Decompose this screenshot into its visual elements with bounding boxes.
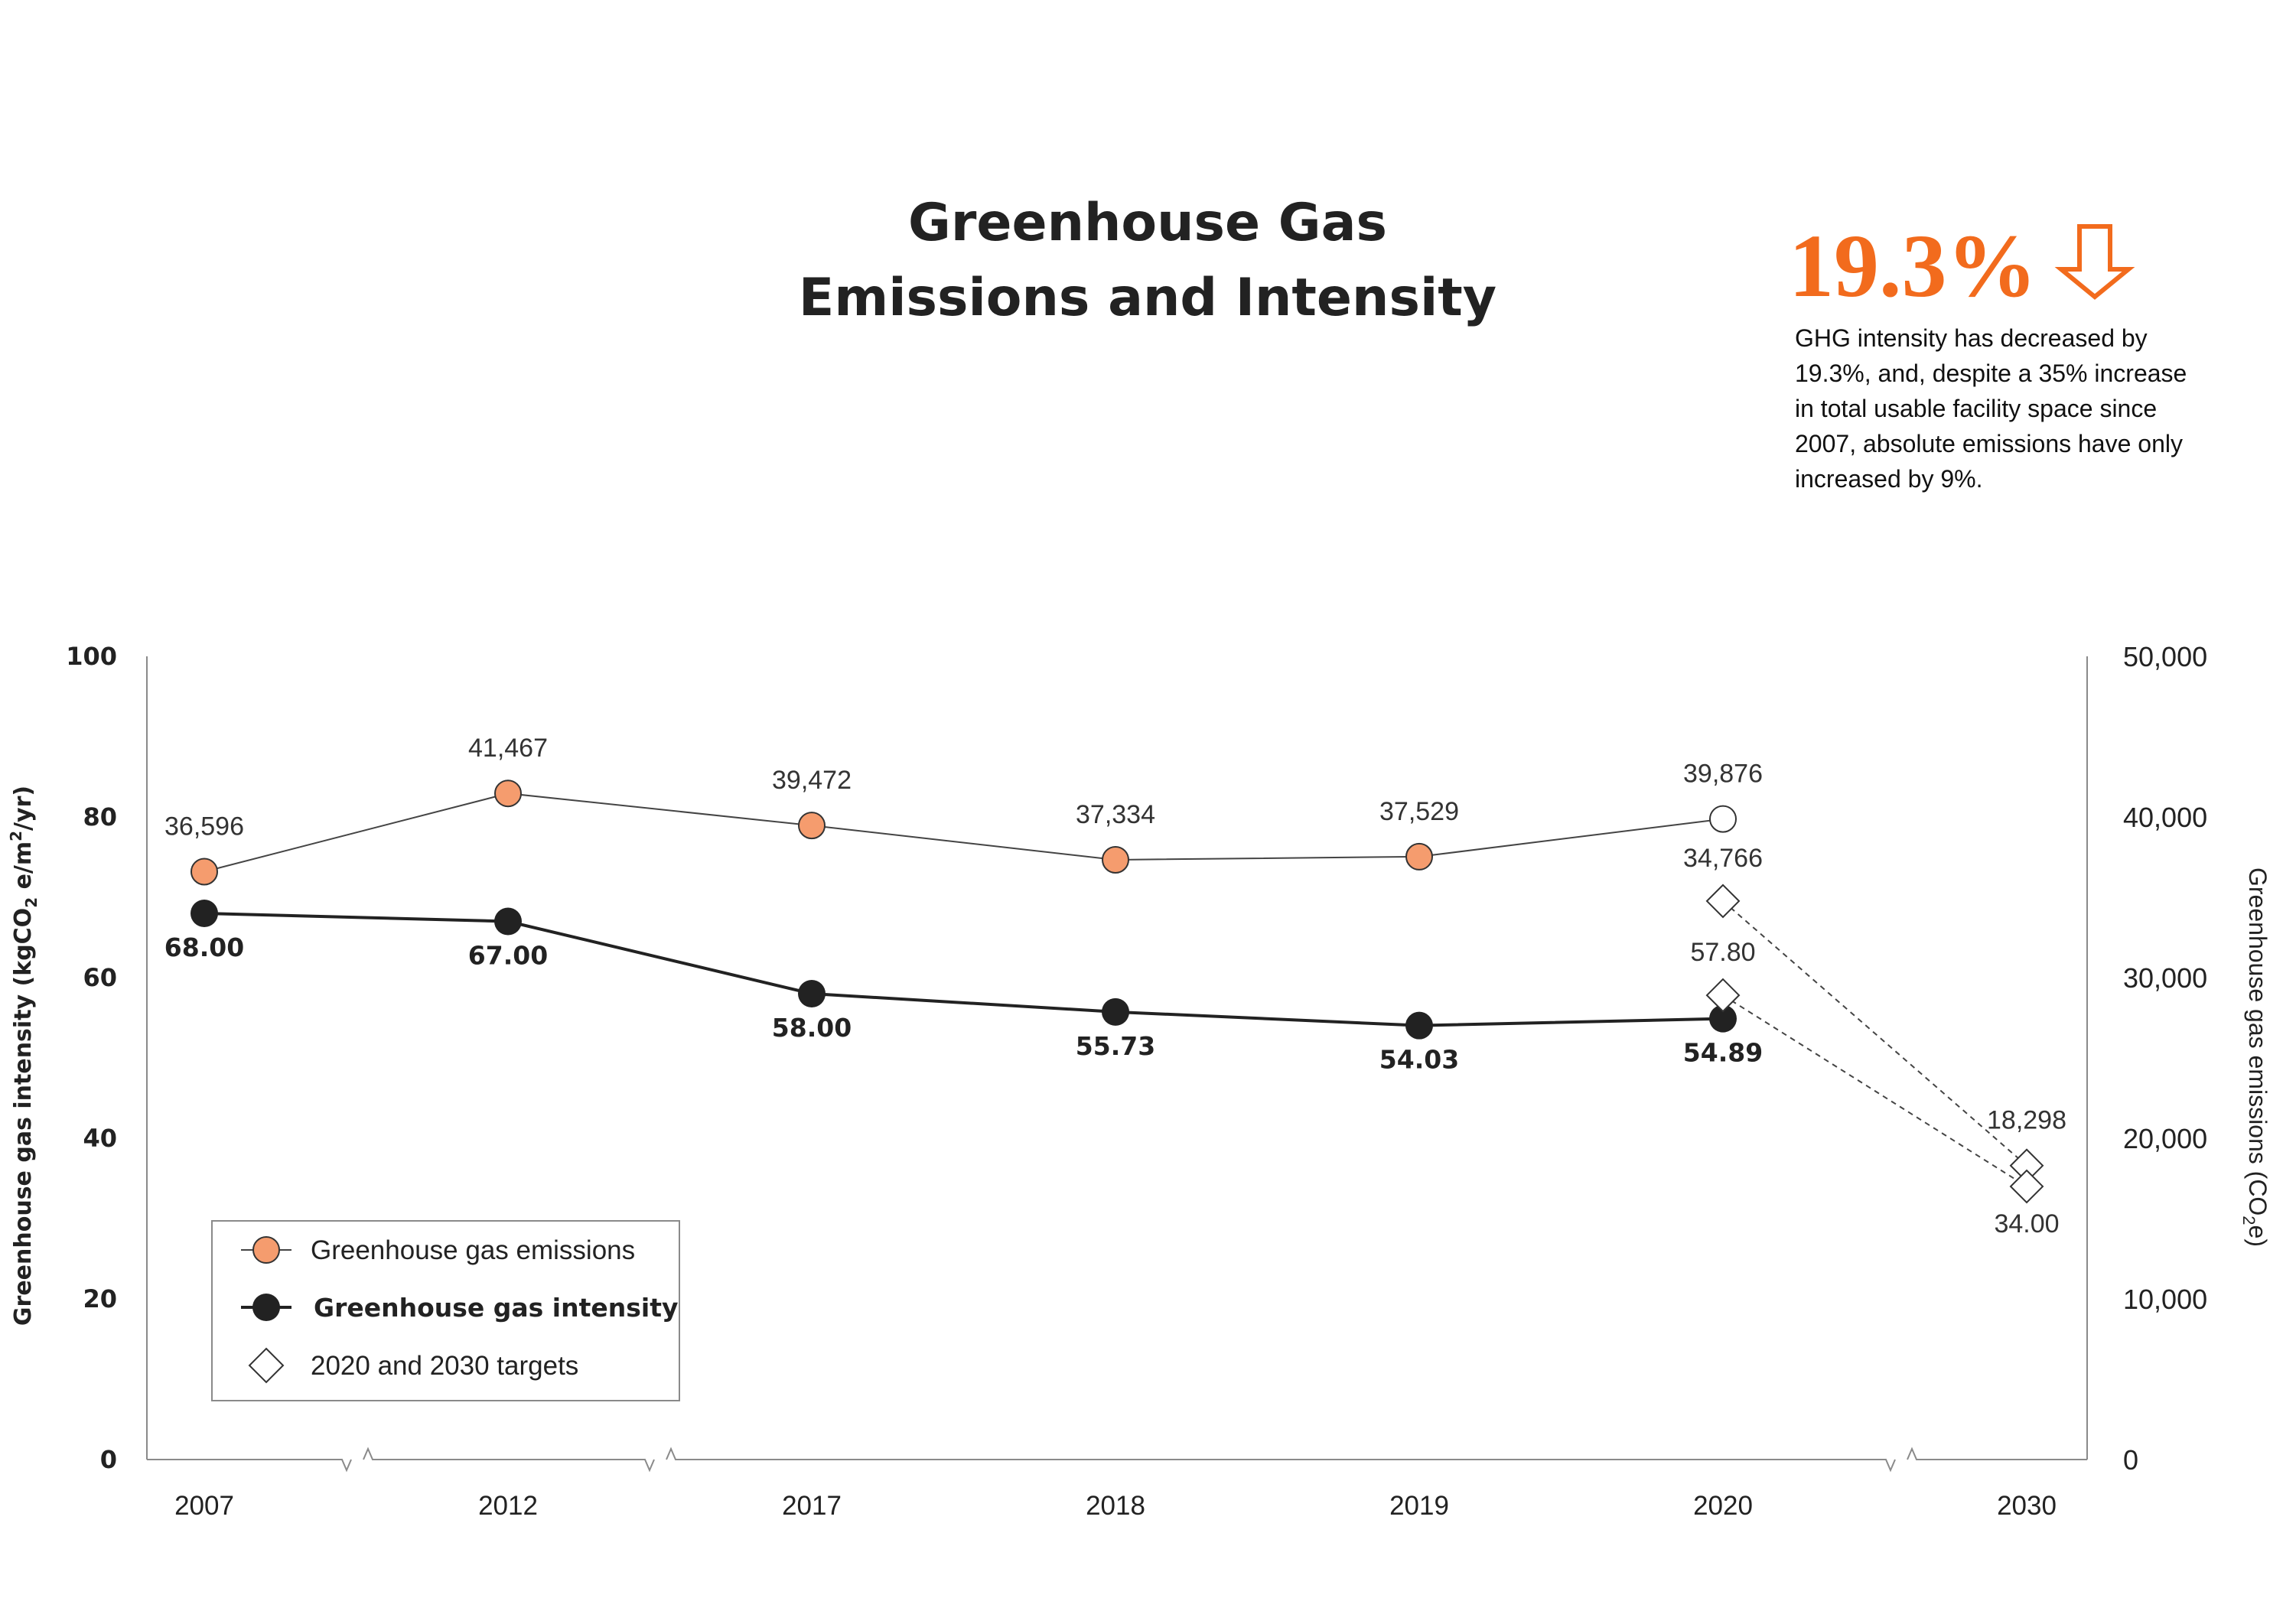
title-line-2: Emissions and Intensity [799, 268, 1496, 328]
right-tick-label: 0 [2123, 1444, 2138, 1476]
x-tick-label: 2019 [1389, 1491, 1449, 1521]
legend-orange-circle-icon [252, 1236, 280, 1264]
emissions-data-label: 37,529 [1379, 797, 1459, 826]
intensity-point [494, 907, 522, 936]
legend-box [211, 1220, 680, 1401]
left-tick-label: 0 [100, 1445, 117, 1474]
highlight-line: 2007, absolute emissions have only [1795, 430, 2183, 457]
x-tick-label: 2012 [478, 1491, 538, 1521]
emissions-data-label: 39,472 [772, 766, 852, 795]
highlight-description: GHG intensity has decreased by 19.3%, an… [1795, 324, 2187, 493]
target-data-label: 34,766 [1683, 844, 1763, 873]
legend-item-emissions: Greenhouse gas emissions [241, 1235, 635, 1265]
highlight-line: increased by 9%. [1795, 465, 1982, 493]
right-axis-title: Greenhouse gas emissions (CO2e) [2239, 867, 2272, 1247]
chart-lines [204, 792, 2027, 1187]
target-point-diamond [1705, 884, 1741, 919]
emissions-point [191, 858, 218, 886]
emissions-point [1405, 842, 1433, 871]
intensity-data-label: 67.00 [468, 941, 548, 971]
right-tick-label: 40,000 [2123, 802, 2207, 833]
x-tick-label: 2007 [174, 1491, 234, 1521]
emissions-data-label: 41,467 [468, 734, 548, 763]
x-tick-label: 2018 [1086, 1491, 1145, 1521]
highlight-line: GHG intensity has decreased by [1795, 324, 2148, 352]
down-arrow-outline-icon [2054, 224, 2135, 300]
right-tick-label: 30,000 [2123, 962, 2207, 994]
left-axis-title: Greenhouse gas intensity (kgCO2 e/m2/yr) [7, 786, 41, 1326]
target-dashed-line [1722, 994, 2027, 1187]
intensity-data-label: 55.73 [1076, 1031, 1155, 1061]
emissions-point [1102, 845, 1129, 874]
emissions-data-label: 36,596 [164, 812, 244, 841]
x-tick-label: 2017 [782, 1491, 842, 1521]
intensity-data-label: 54.03 [1379, 1045, 1459, 1075]
legend-item-targets: 2020 and 2030 targets [248, 1347, 578, 1384]
left-tick-label: 100 [66, 642, 117, 671]
emissions-point [798, 812, 826, 840]
highlight-line: 19.3%, and, despite a 35% increase [1795, 360, 2187, 387]
chart-ticks: 0 20 40 60 80 100 0 10,000 20,000 30,000 40,000 50,… [66, 641, 2207, 1521]
intensity-data-label: 68.00 [164, 932, 244, 962]
intensity-line [204, 912, 1724, 1027]
target-point-diamond [2009, 1169, 2044, 1204]
target-data-label: 57.80 [1690, 938, 1755, 967]
intensity-data-label: 54.89 [1683, 1038, 1763, 1068]
left-tick-label: 40 [83, 1124, 117, 1153]
left-tick-label: 80 [83, 802, 117, 832]
legend-label: Greenhouse gas intensity [314, 1293, 679, 1323]
legend-hollow-diamond-icon [248, 1347, 285, 1384]
highlight-line: in total usable facility space since [1795, 395, 2157, 422]
right-tick-label: 20,000 [2123, 1123, 2207, 1154]
intensity-point [1102, 998, 1129, 1026]
intensity-point [1405, 1011, 1433, 1040]
chart-data-labels: 36,596 41,467 39,472 37,334 37,529 39,876 68.0… [164, 734, 2066, 1238]
legend-black-circle-icon [252, 1294, 280, 1321]
emissions-data-label: 39,876 [1683, 760, 1763, 789]
right-tick-label: 10,000 [2123, 1284, 2207, 1315]
x-tick-label: 2030 [1997, 1491, 2057, 1521]
intensity-data-label: 58.00 [772, 1013, 852, 1043]
target-data-label: 34.00 [1994, 1209, 2059, 1238]
highlight-value: 19.3% [1789, 216, 2037, 316]
title-line-1: Greenhouse Gas [908, 193, 1387, 253]
right-tick-label: 50,000 [2123, 641, 2207, 672]
x-tick-label: 2020 [1693, 1491, 1753, 1521]
legend-label: 2020 and 2030 targets [311, 1351, 578, 1381]
intensity-point [798, 980, 826, 1007]
target-dashed-line [1722, 900, 2027, 1167]
chart-axes [146, 656, 2088, 1473]
left-tick-label: 20 [83, 1284, 117, 1313]
x-axis-line-with-breaks [147, 1447, 2087, 1473]
target-data-label: 18,298 [1987, 1106, 2066, 1135]
emissions-point [494, 779, 522, 808]
intensity-point [1709, 1004, 1737, 1033]
target-point-diamond [1705, 978, 1741, 1013]
left-tick-label: 60 [83, 963, 117, 992]
intensity-point [191, 900, 218, 927]
legend-label: Greenhouse gas emissions [311, 1235, 635, 1265]
legend-item-intensity: Greenhouse gas intensity [241, 1293, 679, 1323]
emissions-line [204, 792, 1724, 873]
emissions-point [1709, 805, 1737, 833]
emissions-data-label: 37,334 [1076, 800, 1155, 829]
chart-markers [191, 779, 2044, 1204]
legend: Greenhouse gas emissions Greenhouse gas … [211, 1220, 680, 1401]
